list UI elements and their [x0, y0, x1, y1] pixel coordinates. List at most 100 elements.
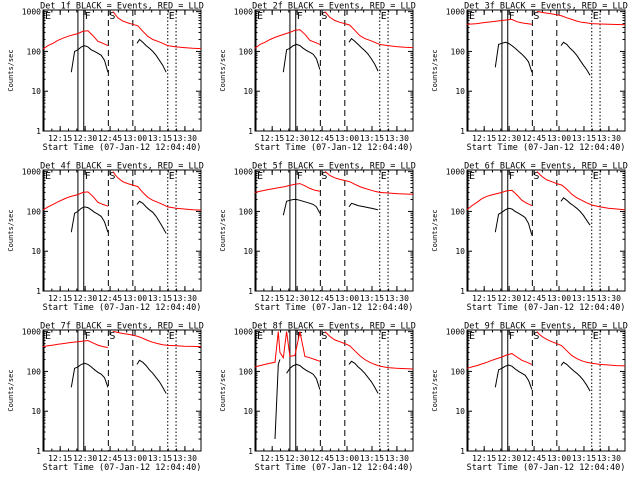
y-tick-label: 100	[27, 367, 42, 376]
series-events-line	[348, 202, 379, 211]
x-axis-label: Start Time (07-Jan-12 12:04:40)	[255, 143, 414, 153]
y-axis-label: Counts/sec	[7, 49, 15, 91]
y-tick-label: 10	[31, 247, 41, 256]
y-tick-label: 10	[455, 247, 465, 256]
y-tick-label: 1	[36, 127, 41, 136]
marker-flag-E: E	[381, 171, 387, 182]
x-tick-label: 13:30	[173, 454, 197, 463]
marker-flag-S: S	[321, 331, 327, 342]
x-tick-label: 12:15	[48, 294, 72, 303]
y-tick-label: 10	[31, 407, 41, 416]
y-tick-label: 100	[239, 367, 254, 376]
x-tick-label: 12:30	[73, 454, 97, 463]
y-tick-label: 10	[243, 87, 253, 96]
marker-flag-E: E	[469, 11, 475, 22]
panel-title: Det 5f BLACK = Events, RED = LLD	[252, 162, 416, 172]
plot-frame	[466, 329, 626, 452]
marker-flag-E: E	[469, 331, 475, 342]
panel-8: Det 8f BLACK = Events, RED = LLD 1 10 100 10…	[219, 322, 416, 474]
marker-flag-E: E	[593, 331, 599, 342]
x-tick-label: 12:45	[98, 294, 122, 303]
y-tick-label: 1000	[446, 168, 465, 177]
x-tick-label: 12:45	[310, 454, 334, 463]
marker-flag-F: F	[85, 11, 91, 22]
x-tick-label: 13:30	[597, 454, 621, 463]
x-tick-label: 12:45	[98, 134, 122, 143]
panel-title: Det 6f BLACK = Events, RED = LLD	[464, 162, 628, 172]
x-tick-label: 13:00	[123, 134, 147, 143]
marker-flag-F: F	[297, 331, 303, 342]
plot-frame	[42, 329, 202, 452]
y-tick-label: 1	[36, 447, 41, 456]
x-tick-label: 12:30	[73, 294, 97, 303]
y-tick-label: 100	[239, 47, 254, 56]
marker-flag-E: E	[593, 11, 599, 22]
y-tick-label: 1000	[22, 8, 41, 17]
x-tick-label: 13:30	[173, 294, 197, 303]
x-tick-label: 12:15	[472, 454, 496, 463]
x-tick-label: 13:00	[547, 134, 571, 143]
x-tick-label: 12:45	[522, 454, 546, 463]
marker-flag-F: F	[297, 171, 303, 182]
plot-frame	[466, 9, 626, 132]
series-lld-line	[324, 11, 414, 49]
x-tick-label: 13:00	[335, 134, 359, 143]
y-axis-label: Counts/sec	[431, 49, 439, 91]
y-tick-label: 10	[31, 87, 41, 96]
x-tick-label: 13:00	[547, 454, 571, 463]
x-tick-label: 13:00	[123, 454, 147, 463]
plot-frame	[254, 329, 414, 452]
series-events-line	[282, 199, 321, 216]
y-tick-label: 100	[239, 207, 254, 216]
x-tick-label: 12:15	[48, 454, 72, 463]
y-tick-label: 10	[455, 407, 465, 416]
series-events-line	[274, 359, 281, 440]
marker-flag-S: S	[321, 11, 327, 22]
y-tick-label: 100	[451, 367, 466, 376]
series-lld-line	[42, 30, 109, 50]
x-tick-label: 13:00	[547, 294, 571, 303]
x-tick-label: 12:45	[310, 134, 334, 143]
x-tick-label: 13:30	[597, 134, 621, 143]
series-lld-line	[466, 189, 533, 211]
marker-flag-E: E	[469, 171, 475, 182]
panel-title: Det 7f BLACK = Events, RED = LLD	[40, 322, 204, 332]
x-tick-label: 12:30	[73, 134, 97, 143]
marker-flag-F: F	[509, 11, 515, 22]
x-tick-label: 12:45	[522, 134, 546, 143]
marker-flag-S: S	[109, 331, 115, 342]
series-events-line	[70, 206, 109, 233]
y-tick-label: 100	[27, 47, 42, 56]
series-lld-line	[536, 331, 626, 367]
panel-9: Det 9f BLACK = Events, RED = LLD 1 10 100 10…	[431, 322, 628, 474]
x-tick-label: 12:30	[285, 454, 309, 463]
x-tick-label: 13:15	[360, 134, 384, 143]
x-tick-label: 12:15	[260, 294, 284, 303]
panel-2: Det 2f BLACK = Events, RED = LLD 1 10 100 10…	[219, 2, 416, 154]
series-lld-line	[254, 29, 321, 49]
series-events-line	[70, 45, 109, 73]
marker-flag-E: E	[169, 331, 175, 342]
x-tick-label: 13:30	[385, 294, 409, 303]
panel-title: Det 3f BLACK = Events, RED = LLD	[464, 2, 628, 12]
panel-3: Det 3f BLACK = Events, RED = LLD 1 10 100 10…	[431, 2, 628, 154]
y-axis-label: Counts/sec	[219, 369, 227, 411]
marker-flag-E: E	[45, 171, 51, 182]
series-events-line	[560, 41, 591, 76]
marker-flag-S: S	[321, 171, 327, 182]
y-axis-label: Counts/sec	[7, 369, 15, 411]
x-axis-label: Start Time (07-Jan-12 12:04:40)	[467, 463, 626, 473]
x-tick-label: 13:15	[360, 294, 384, 303]
series-events-line	[348, 37, 379, 72]
marker-flag-E: E	[169, 11, 175, 22]
marker-flag-F: F	[509, 171, 515, 182]
x-tick-label: 12:45	[310, 294, 334, 303]
series-lld-line	[42, 191, 109, 211]
series-events-line	[494, 41, 533, 73]
plot-frame	[254, 169, 414, 292]
panel-7: Det 7f BLACK = Events, RED = LLD 1 10 100 10…	[7, 322, 204, 474]
series-events-line	[560, 361, 591, 392]
marker-flag-S: S	[109, 171, 115, 182]
series-lld-line	[112, 171, 202, 211]
